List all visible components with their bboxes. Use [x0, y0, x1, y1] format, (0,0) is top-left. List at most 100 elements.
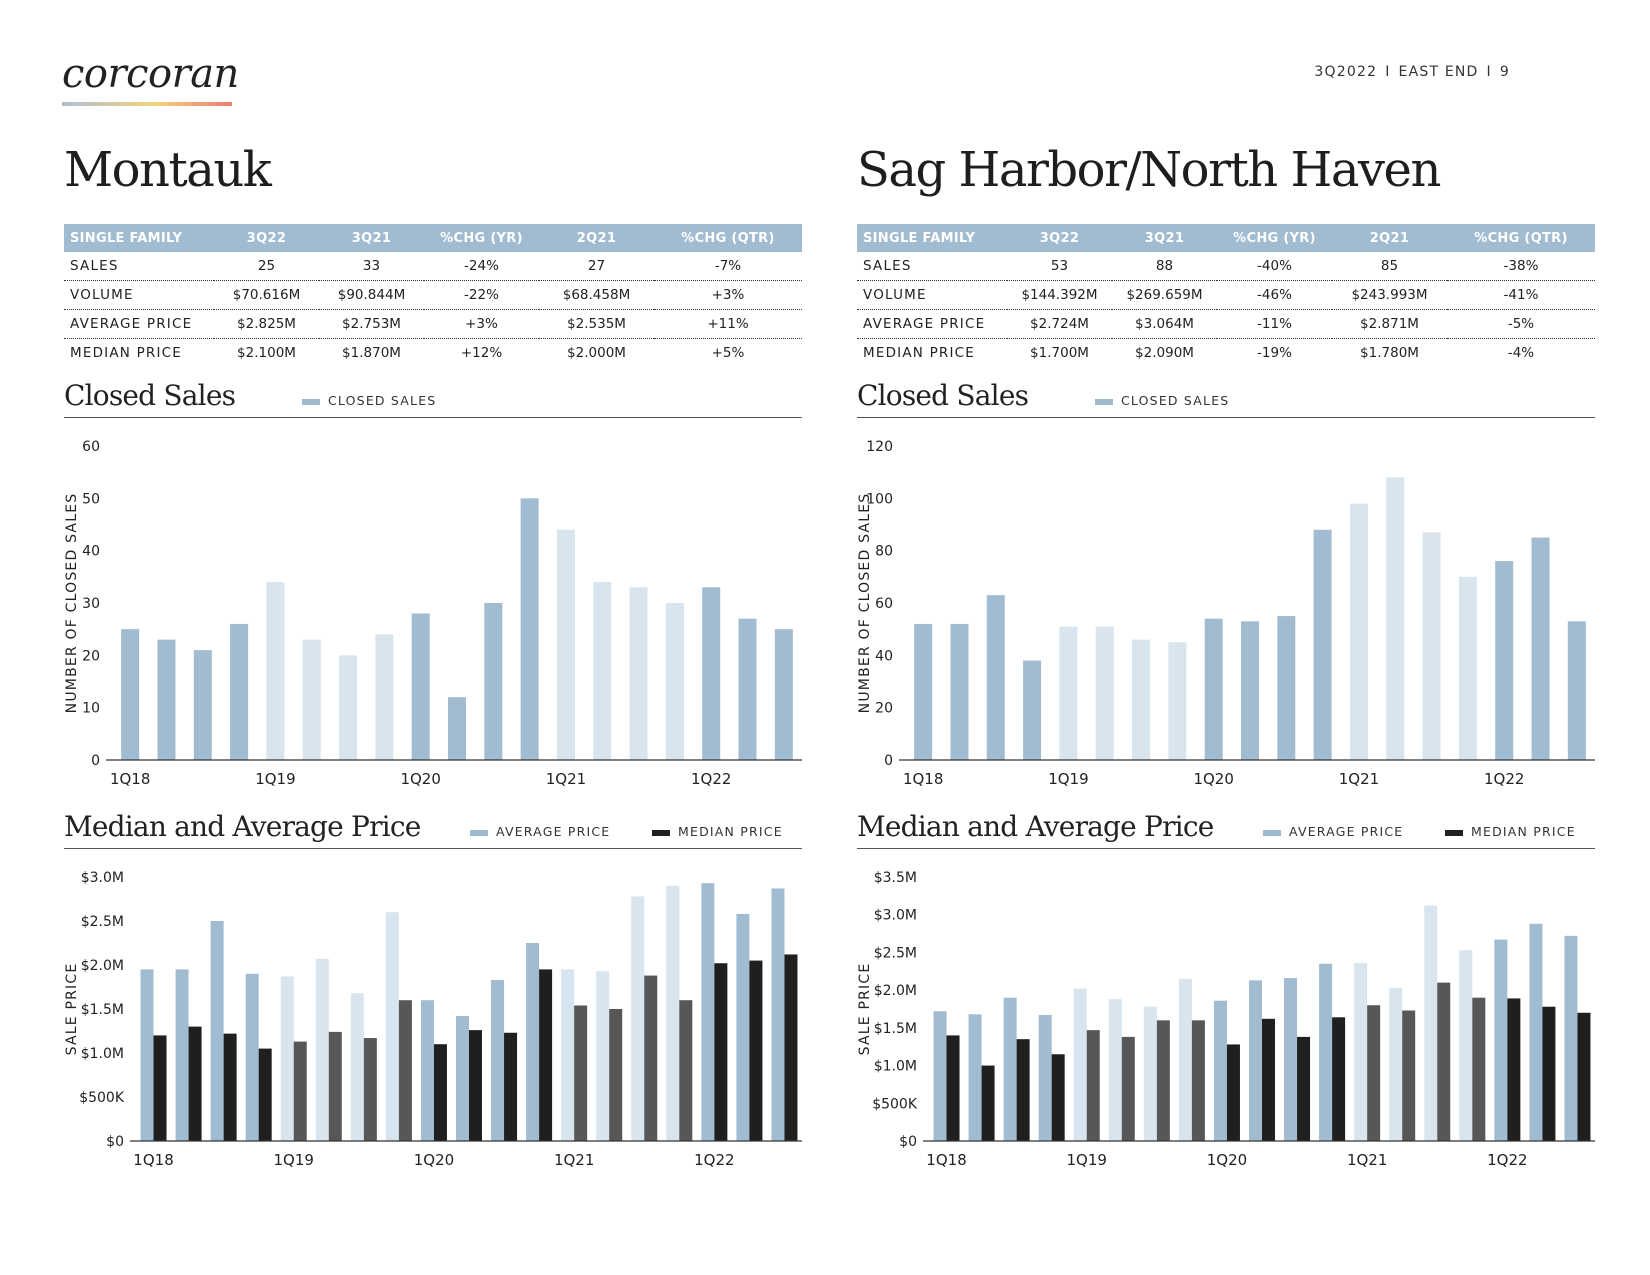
bar-median-price: [1297, 1036, 1311, 1141]
bar-median-price: [1542, 1006, 1556, 1141]
table-cell: VOLUME: [64, 280, 214, 310]
x-tick-label: 1Q20: [1207, 1151, 1247, 1169]
bar-closed-sales: [1132, 639, 1151, 760]
bar-median-price: [749, 960, 763, 1141]
x-tick-label: 1Q19: [1048, 770, 1088, 788]
legend-closed-sales: CLOSED SALES: [302, 393, 436, 408]
bar-median-price: [258, 1048, 272, 1141]
y-tick-label: $500K: [872, 1096, 918, 1112]
table-cell: VOLUME: [857, 280, 1007, 310]
table-header-row: SINGLE FAMILY 3Q22 3Q21 %CHG (YR) 2Q21 %…: [857, 224, 1595, 252]
table-row: SALES 53 88 -40% 85 -38%: [857, 252, 1595, 281]
bar-average-price: [526, 943, 540, 1141]
table-cell: $2.825M: [214, 309, 319, 339]
bar-average-price: [1213, 1000, 1227, 1141]
page-reference: 3Q2022 I EAST END I 9: [1314, 64, 1510, 80]
table-cell: -46%: [1217, 280, 1332, 310]
bar-closed-sales: [484, 603, 503, 760]
table-header: 2Q21: [1332, 224, 1447, 252]
legend-average-price: AVERAGE PRICE: [1263, 824, 1403, 839]
bar-closed-sales: [1458, 576, 1477, 760]
y-tick-label: $1.0M: [81, 1046, 124, 1062]
bar-closed-sales: [665, 603, 684, 760]
y-tick-label: 100: [866, 491, 893, 507]
chart-title: Closed Sales: [857, 379, 1029, 412]
table-cell: $2.871M: [1332, 309, 1447, 339]
x-tick-label: 1Q19: [1067, 1151, 1107, 1169]
bar-median-price: [1262, 1018, 1275, 1141]
bar-median-price: [223, 1033, 237, 1141]
x-tick-label: 1Q19: [255, 770, 295, 788]
bar-median-price: [1016, 1039, 1030, 1141]
table-cell: MEDIAN PRICE: [70, 345, 183, 361]
legend-label: CLOSED SALES: [1121, 393, 1230, 408]
bar-closed-sales: [1567, 621, 1586, 760]
bar-median-price: [1191, 1020, 1205, 1141]
chart-title: Median and Average Price: [857, 810, 1214, 843]
table-cell: MEDIAN PRICE: [863, 345, 976, 361]
legend-label: AVERAGE PRICE: [496, 824, 611, 839]
y-tick-label: $2.5M: [874, 945, 917, 961]
legend-swatch: [1095, 398, 1113, 405]
bar-closed-sales: [1313, 529, 1332, 760]
table-cell: $70.616M: [214, 280, 319, 310]
table-row: AVERAGE PRICE $2.724M $3.064M -11% $2.87…: [857, 309, 1595, 339]
table-row: MEDIAN PRICE $2.100M $1.870M +12% $2.000…: [64, 339, 802, 368]
y-tick-label: 0: [91, 753, 100, 769]
bar-median-price: [609, 1009, 623, 1141]
table-cell: SALES: [64, 252, 214, 281]
table-header: 2Q21: [539, 224, 654, 252]
y-tick-label: $2.0M: [874, 983, 917, 999]
bar-average-price: [968, 1014, 982, 1141]
y-tick-label: 40: [82, 544, 100, 560]
bar-average-price: [596, 971, 610, 1141]
bar-average-price: [385, 912, 399, 1141]
bar-average-price: [1494, 939, 1508, 1141]
area-title: Sag Harbor/North Haven: [857, 142, 1441, 198]
y-tick-label: 0: [884, 753, 893, 769]
bar-median-price: [1437, 982, 1451, 1141]
bar-closed-sales: [193, 650, 212, 760]
bar-median-price: [946, 1035, 960, 1141]
table-cell: 27: [539, 252, 654, 281]
bar-closed-sales: [914, 623, 933, 760]
y-tick-label: 60: [875, 596, 893, 612]
bar-closed-sales: [1059, 626, 1078, 760]
legend-label: AVERAGE PRICE: [1289, 824, 1404, 839]
y-tick-label: $2.5M: [81, 914, 124, 930]
y-tick-label: 20: [82, 648, 100, 664]
y-axis-title: SALE PRICE: [857, 963, 873, 1056]
y-axis-title: NUMBER OF CLOSED SALES: [64, 493, 80, 714]
bar-closed-sales: [738, 618, 757, 760]
x-tick-label: 1Q20: [1193, 770, 1233, 788]
x-tick-label: 1Q19: [274, 1151, 314, 1169]
bar-closed-sales: [230, 623, 249, 760]
table-cell: $243.993M: [1332, 280, 1447, 310]
table-cell: -24%: [424, 252, 539, 281]
x-tick-label: 1Q21: [1347, 1151, 1387, 1169]
y-axis-title: SALE PRICE: [64, 963, 80, 1056]
table-cell: -5%: [1447, 309, 1595, 339]
y-tick-label: $0: [106, 1134, 124, 1150]
bar-median-price: [1507, 998, 1521, 1141]
bar-closed-sales: [1386, 477, 1405, 760]
table-cell: +3%: [424, 309, 539, 339]
y-tick-label: $1.5M: [81, 1002, 124, 1018]
table-cell: $1.780M: [1360, 345, 1419, 361]
table-cell: AVERAGE PRICE: [64, 309, 214, 339]
bar-closed-sales: [266, 582, 285, 760]
region-label: EAST END: [1398, 64, 1479, 80]
price-chart: SALE PRICE $0 $500K $1.0M $1.5M $2.0M $2.5M $3.…: [64, 870, 802, 1169]
section-sag-harbor: Sag Harbor/North Haven SINGLE FAMILY 3Q2…: [857, 140, 1595, 1189]
bar-closed-sales: [629, 587, 648, 760]
table-row: MEDIAN PRICE $1.700M $2.090M -19% $1.780…: [857, 339, 1595, 368]
bar-median-price: [1402, 1010, 1416, 1141]
bar-median-price: [539, 969, 553, 1141]
bar-closed-sales: [1495, 561, 1514, 760]
y-tick-label: 50: [82, 491, 100, 507]
page-number: 9: [1499, 64, 1510, 80]
table-cell: +12%: [460, 345, 503, 361]
legend-label: CLOSED SALES: [328, 393, 437, 408]
table-cell: +11%: [654, 309, 802, 339]
bar-median-price: [644, 975, 658, 1141]
